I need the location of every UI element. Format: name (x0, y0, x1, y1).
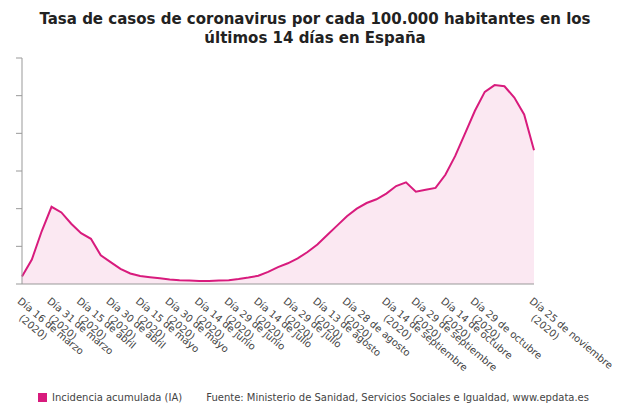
svg-text:Día 15 de mayo(2020): Día 15 de mayo(2020) (126, 295, 202, 364)
svg-text:Día 30 de abril(2020): Día 30 de abril(2020) (96, 295, 167, 360)
svg-text:Día 16 de marzo(2020): Día 16 de marzo(2020) (8, 295, 86, 366)
svg-text:Día 25 de noviembre(2020): Día 25 de noviembre(2020) (520, 295, 615, 380)
svg-text:Día 30 de mayo(2020): Día 30 de mayo(2020) (156, 295, 232, 364)
svg-text:Día 29 de junio(2020): Día 29 de junio(2020) (215, 295, 288, 361)
svg-text:Día 15 de abril(2020): Día 15 de abril(2020) (67, 295, 138, 360)
svg-text:Día 13 de agosto(2020): Día 13 de agosto(2020) (303, 295, 383, 367)
svg-text:Día 31 de marzo(2020): Día 31 de marzo(2020) (37, 295, 115, 366)
svg-text:Día 14 de junio(2020): Día 14 de junio(2020) (185, 295, 258, 361)
